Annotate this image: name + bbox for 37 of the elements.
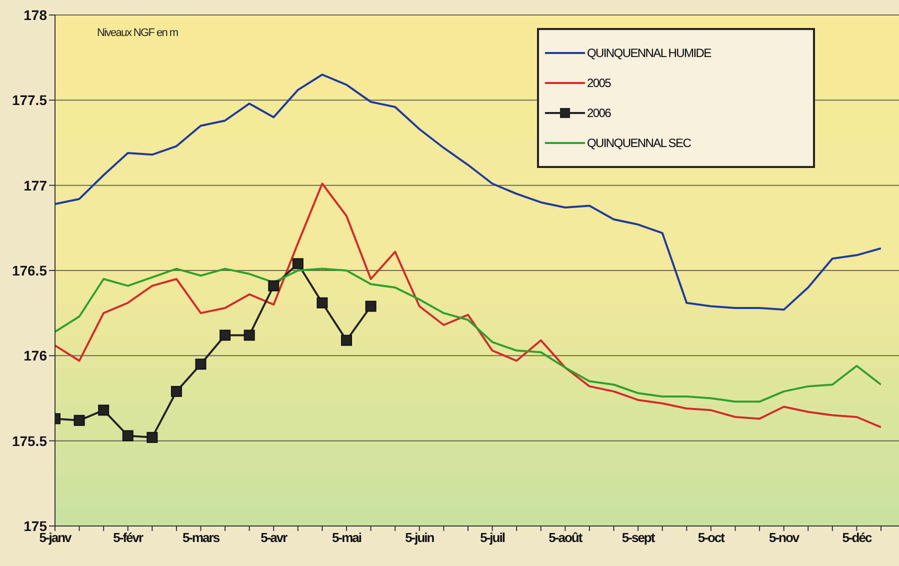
- x-tick-label: 5-sept: [622, 530, 656, 546]
- annotation: Niveaux NGF en m: [97, 27, 178, 39]
- point: [316, 297, 328, 308]
- x-tick-label: 5-nov: [768, 530, 800, 546]
- y-tick-label: 177.5: [12, 92, 48, 108]
- y-tick-label: 176.5: [12, 262, 48, 278]
- y-tick-label: 178: [24, 6, 48, 23]
- point: [170, 386, 182, 397]
- legend-label: 2006: [587, 106, 610, 120]
- x-tick-label: 5-mai: [332, 530, 362, 546]
- point: [146, 432, 158, 443]
- line-series: [55, 74, 881, 311]
- x-tick-label: 5-déc: [842, 530, 872, 546]
- x-tick-label: 5-juil: [480, 530, 505, 546]
- point: [220, 330, 231, 341]
- point: [98, 404, 110, 416]
- y-tick-label: 177: [24, 177, 48, 194]
- legend-label: QUINQUENNAL HUMIDE: [587, 46, 711, 60]
- point: [341, 334, 352, 346]
- point: [268, 280, 280, 292]
- point: [292, 258, 304, 270]
- y-tick-label: 175.5: [12, 432, 48, 449]
- x-tick-label: 5-avr: [260, 530, 288, 546]
- point: [195, 358, 206, 370]
- x-tick-label: 5-août: [548, 530, 584, 546]
- x-tick-label: 5-juin: [405, 530, 435, 546]
- point: [244, 330, 255, 341]
- x-tick-label: 5-oct: [698, 530, 726, 546]
- x-tick-label: 5-mars: [182, 530, 220, 546]
- y-tick-label: 176: [24, 348, 48, 364]
- legend-label: 2005: [587, 76, 610, 90]
- legend-label: QUINQUENNAL SEC: [587, 136, 691, 150]
- point: [122, 430, 134, 442]
- point: [365, 300, 376, 312]
- x-tick-label: 5-févr: [113, 530, 144, 546]
- line-series: [55, 182, 881, 428]
- point: [74, 414, 85, 426]
